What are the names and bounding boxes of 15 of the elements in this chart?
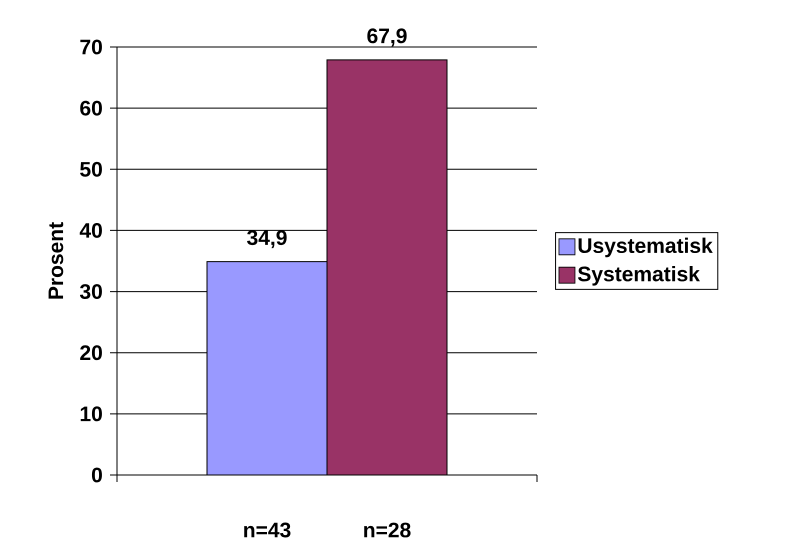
data-label: 34,9 xyxy=(247,230,287,248)
text: n=28 xyxy=(364,522,411,538)
text: n=43 xyxy=(244,522,290,538)
y-axis-title: Prosent xyxy=(48,222,64,299)
y-tick-label: 50 xyxy=(80,162,102,177)
y-tick-label: 60 xyxy=(80,100,102,116)
data-label: 67,9 xyxy=(367,28,407,46)
y-tick-label: 20 xyxy=(80,345,102,360)
y-tick-label: 30 xyxy=(80,284,102,300)
y-tick-label: 0 xyxy=(92,468,102,482)
y-tick-label: 70 xyxy=(80,40,102,54)
y-tick-label: 40 xyxy=(80,222,102,238)
y-tick-label: 10 xyxy=(80,406,102,422)
legend-label: Systematisk xyxy=(578,266,700,286)
legend-label: Usystematisk xyxy=(578,238,713,258)
